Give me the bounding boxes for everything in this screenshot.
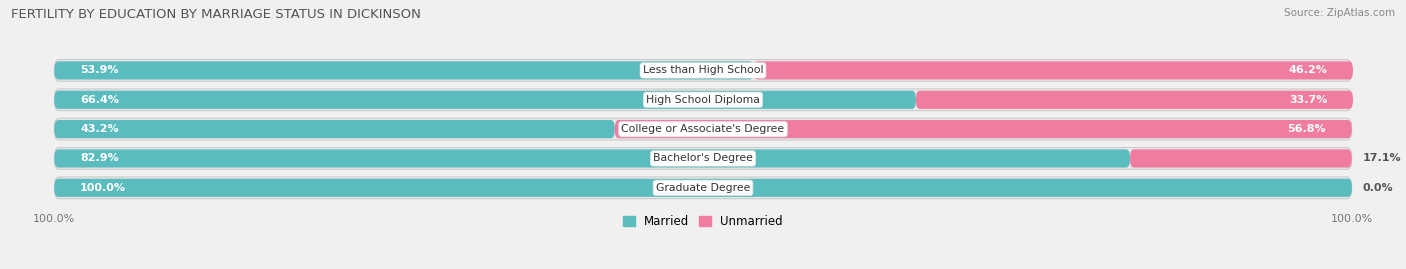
FancyBboxPatch shape — [55, 89, 1351, 111]
FancyBboxPatch shape — [55, 149, 1130, 168]
Text: 43.2%: 43.2% — [80, 124, 118, 134]
Text: 46.2%: 46.2% — [1288, 65, 1327, 75]
FancyBboxPatch shape — [614, 120, 1351, 138]
Text: Less than High School: Less than High School — [643, 65, 763, 75]
Text: Source: ZipAtlas.com: Source: ZipAtlas.com — [1284, 8, 1395, 18]
Legend: Married, Unmarried: Married, Unmarried — [619, 211, 787, 233]
Text: 66.4%: 66.4% — [80, 95, 120, 105]
FancyBboxPatch shape — [55, 120, 614, 138]
Text: Graduate Degree: Graduate Degree — [655, 183, 751, 193]
FancyBboxPatch shape — [55, 59, 1351, 81]
Text: 33.7%: 33.7% — [1289, 95, 1327, 105]
FancyBboxPatch shape — [55, 118, 1351, 140]
Text: 53.9%: 53.9% — [80, 65, 118, 75]
FancyBboxPatch shape — [55, 61, 754, 80]
FancyBboxPatch shape — [1130, 149, 1351, 168]
Text: High School Diploma: High School Diploma — [647, 95, 759, 105]
Text: College or Associate's Degree: College or Associate's Degree — [621, 124, 785, 134]
FancyBboxPatch shape — [915, 91, 1353, 109]
FancyBboxPatch shape — [55, 179, 1353, 197]
FancyBboxPatch shape — [55, 91, 915, 109]
Text: 82.9%: 82.9% — [80, 154, 118, 164]
FancyBboxPatch shape — [55, 177, 1351, 199]
FancyBboxPatch shape — [754, 61, 1353, 80]
Text: 56.8%: 56.8% — [1288, 124, 1326, 134]
Text: 17.1%: 17.1% — [1362, 154, 1400, 164]
Text: FERTILITY BY EDUCATION BY MARRIAGE STATUS IN DICKINSON: FERTILITY BY EDUCATION BY MARRIAGE STATU… — [11, 8, 422, 21]
Text: Bachelor's Degree: Bachelor's Degree — [652, 154, 754, 164]
Text: 100.0%: 100.0% — [80, 183, 127, 193]
FancyBboxPatch shape — [55, 148, 1351, 169]
Text: 0.0%: 0.0% — [1362, 183, 1393, 193]
